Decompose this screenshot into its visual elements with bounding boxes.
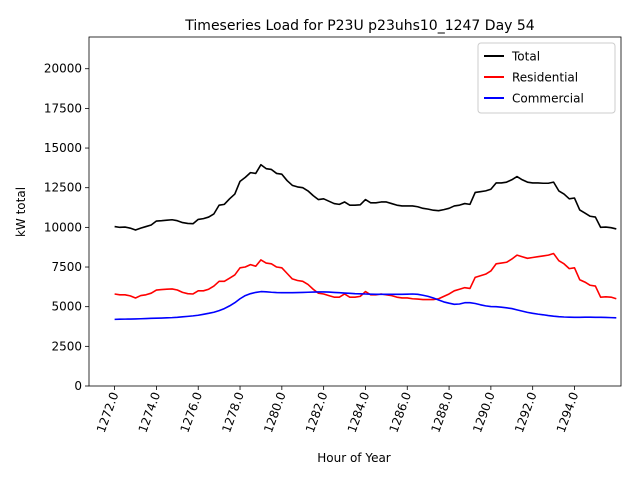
x-tick-label: 1288.0 [428,390,456,434]
y-tick-label: 0 [74,379,82,393]
y-tick-label: 20000 [44,62,82,76]
y-axis-ticks: 0 2500 5000 7500 10000 12500 15000 17500 20000 [44,62,89,393]
y-tick-label: 17500 [44,101,82,115]
x-tick-label: 1294.0 [554,390,582,434]
x-tick-label: 1274.0 [136,390,164,434]
x-tick-label: 1286.0 [387,390,415,434]
y-tick-label: 15000 [44,141,82,155]
x-axis-label: Hour of Year [317,451,391,465]
x-tick-label: 1280.0 [261,390,289,434]
y-tick-label: 10000 [44,220,82,234]
y-axis-label: kW total [14,187,28,237]
legend-box [477,42,616,114]
legend: Total Residential Commercial [477,42,616,114]
y-tick-label: 5000 [51,300,82,314]
legend-label: Residential [512,71,578,85]
y-tick-label: 2500 [51,339,82,353]
x-tick-label: 1284.0 [345,390,373,434]
x-tick-label: 1292.0 [512,390,540,434]
x-tick-label: 1278.0 [219,390,247,434]
x-tick-label: 1290.0 [470,390,498,434]
plot-frame [88,36,622,387]
x-tick-label: 1276.0 [178,390,206,434]
series-line-total [114,163,617,231]
legend-label: Total [511,50,540,64]
x-axis-ticks: 1272.0 1274.0 1276.0 1278.0 1280.0 1282.0 1284… [94,386,581,434]
series-line-residential [114,252,617,301]
chart-title: Timeseries Load for P23U p23uhs10_1247 D… [184,18,534,34]
x-tick-label: 1282.0 [303,390,331,434]
legend-label: Commercial [512,92,584,106]
series-line-commercial [114,290,617,321]
series-lines [114,163,617,321]
y-tick-label: 7500 [51,260,82,274]
y-tick-label: 12500 [44,181,82,195]
x-tick-label: 1272.0 [94,390,122,434]
